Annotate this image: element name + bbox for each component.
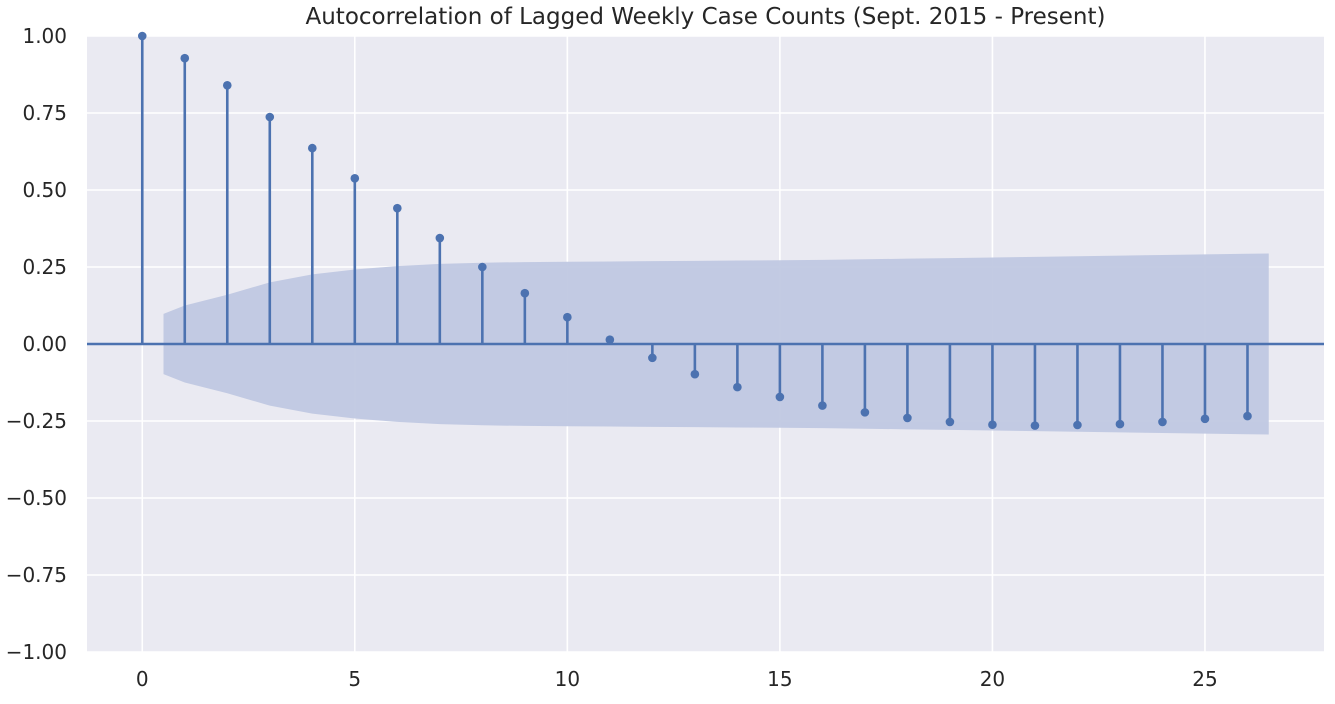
acf-marker xyxy=(775,392,785,402)
acf-marker xyxy=(563,312,572,322)
y-tick-label: 1.00 xyxy=(22,24,67,48)
chart-title: Autocorrelation of Lagged Weekly Case Co… xyxy=(305,4,1106,30)
acf-marker xyxy=(222,80,232,90)
acf-marker xyxy=(903,413,912,423)
x-tick-label: 15 xyxy=(767,667,792,691)
y-tick-label: −0.25 xyxy=(6,409,67,433)
acf-marker xyxy=(690,369,700,379)
x-tick-labels: 0 5 10 15 20 25 xyxy=(136,667,1218,691)
acf-marker xyxy=(478,262,487,272)
markers-layer xyxy=(137,31,1252,430)
x-tick-label: 5 xyxy=(348,667,361,691)
acf-marker xyxy=(1115,419,1125,429)
acf-marker xyxy=(818,401,827,410)
acf-marker xyxy=(307,143,317,153)
x-tick-label: 20 xyxy=(980,667,1005,691)
acf-marker xyxy=(945,417,955,427)
acf-marker xyxy=(860,408,870,417)
acf-marker xyxy=(988,420,997,429)
acf-marker xyxy=(733,382,742,392)
y-tick-label: −1.00 xyxy=(6,640,67,664)
acf-marker xyxy=(435,233,445,243)
y-tick-labels: −1.00 −0.75 −0.50 −0.25 0.00 0.25 0.50 0.75 1.00 xyxy=(6,24,67,664)
x-tick-label: 10 xyxy=(555,667,580,691)
acf-marker xyxy=(180,53,190,63)
acf-marker xyxy=(350,173,360,183)
y-tick-label: 0.00 xyxy=(22,332,67,356)
acf-marker xyxy=(137,31,147,41)
acf-marker xyxy=(1200,414,1210,424)
x-tick-label: 0 xyxy=(136,667,149,691)
x-tick-label: 25 xyxy=(1192,667,1217,691)
y-tick-label: −0.75 xyxy=(6,563,67,587)
y-tick-label: −0.50 xyxy=(6,486,67,510)
acf-marker xyxy=(520,288,530,298)
acf-marker xyxy=(1073,420,1082,430)
y-tick-label: 0.75 xyxy=(22,101,67,125)
acf-marker xyxy=(265,112,275,122)
acf-marker xyxy=(1030,421,1040,430)
acf-marker xyxy=(605,335,615,344)
y-tick-label: 0.50 xyxy=(22,178,67,202)
y-tick-label: 0.25 xyxy=(22,255,67,279)
acf-marker xyxy=(648,353,657,363)
acf-marker xyxy=(1158,417,1167,427)
acf-marker xyxy=(1243,411,1252,421)
stems-layer xyxy=(140,36,1249,426)
acf-marker xyxy=(393,203,402,213)
